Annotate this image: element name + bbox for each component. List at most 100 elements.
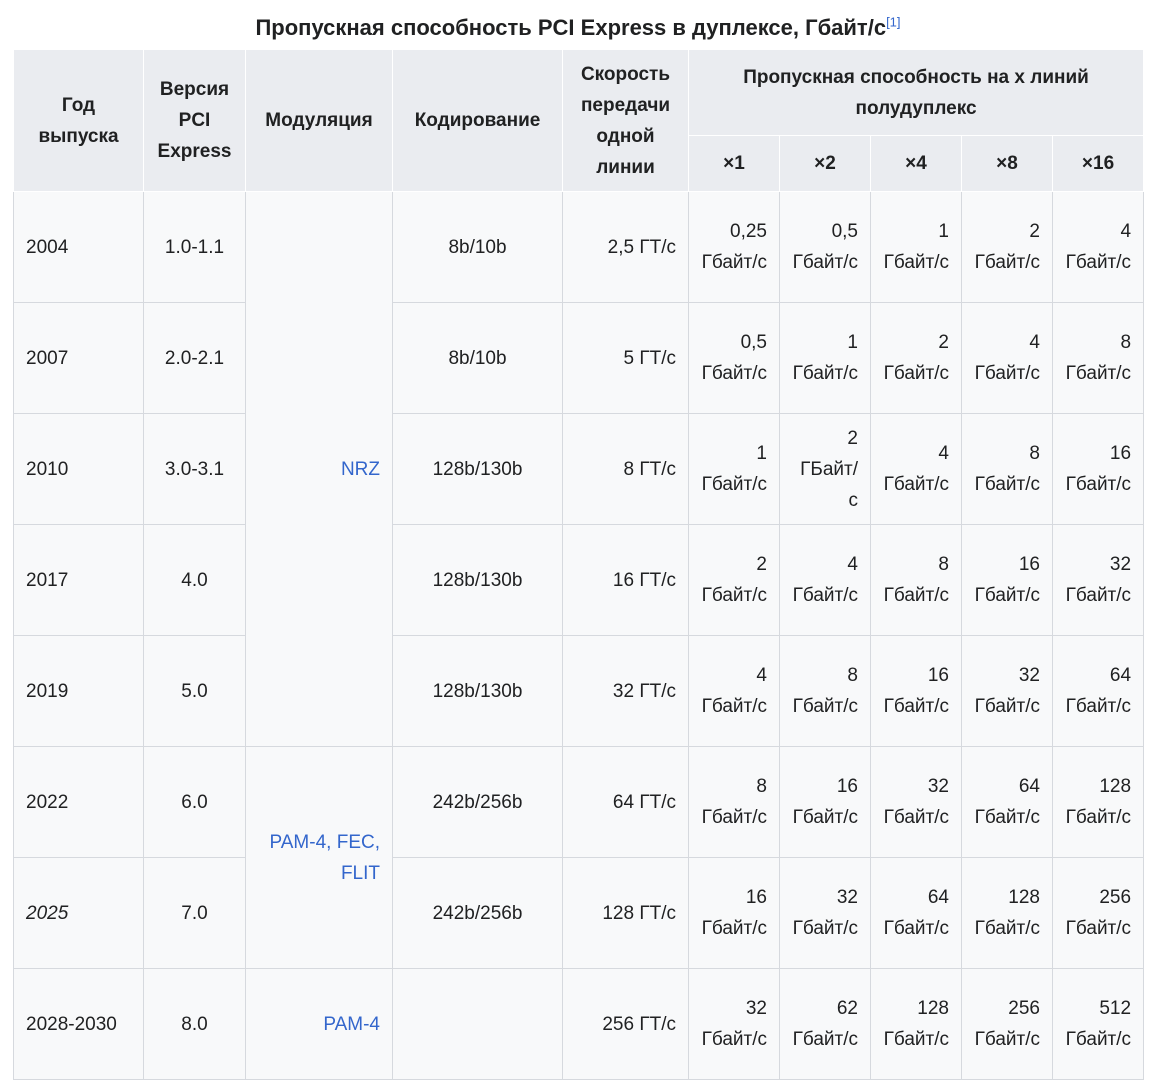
cell-year: 2025 xyxy=(13,857,144,969)
cell-bandwidth-x8: 8 Гбайт/с xyxy=(961,413,1053,525)
cell-bandwidth-x4: 2 Гбайт/с xyxy=(870,302,962,414)
cell-bandwidth-x8: 64 Гбайт/с xyxy=(961,746,1053,858)
cell-bandwidth-x8: 32 Гбайт/с xyxy=(961,635,1053,747)
cell-bandwidth-x2: 0,5 Гбайт/с xyxy=(779,191,871,303)
header-bandwidth-group: Пропускная способность на x линий полуду… xyxy=(687,49,1145,136)
cell-modulation-pam4-fec-flit: PAM-4, FEC, FLIT xyxy=(245,746,393,969)
cell-encoding: 8b/10b xyxy=(392,191,563,303)
pam4-link[interactable]: PAM-4 xyxy=(323,1013,380,1035)
cell-bandwidth-x16: 32 Гбайт/с xyxy=(1051,524,1145,636)
cell-bandwidth-x4: 8 Гбайт/с xyxy=(870,524,962,636)
cell-bandwidth-x1: 16 Гбайт/с xyxy=(688,857,780,969)
cell-bandwidth-x8: 2 Гбайт/с xyxy=(961,191,1053,303)
reference-link[interactable]: [1] xyxy=(886,14,901,30)
cell-encoding: 242b/256b xyxy=(392,746,563,858)
cell-encoding: 128b/130b xyxy=(392,635,563,747)
cell-bandwidth-x1: 2 Гбайт/с xyxy=(688,524,780,636)
cell-lane-speed: 32 ГТ/с xyxy=(562,635,689,747)
cell-lane-speed: 5 ГТ/с xyxy=(562,302,689,414)
table-row: 2025 7.0 242b/256b 128 ГТ/с 16 Гбайт/с 3… xyxy=(13,857,1145,969)
cell-bandwidth-x2: 1 Гбайт/с xyxy=(779,302,871,414)
header-lane-speed: Скорость передачи одной линии xyxy=(562,49,689,192)
cell-bandwidth-x8: 256 Гбайт/с xyxy=(961,968,1053,1080)
cell-bandwidth-x8: 128 Гбайт/с xyxy=(961,857,1053,969)
header-lane-x16: ×16 xyxy=(1051,135,1145,192)
cell-encoding: 128b/130b xyxy=(392,413,563,525)
cell-version: 8.0 xyxy=(143,968,246,1080)
cell-bandwidth-x2: 16 Гбайт/с xyxy=(779,746,871,858)
header-lane-x4: ×4 xyxy=(870,135,962,192)
cell-bandwidth-x16: 16 Гбайт/с xyxy=(1051,413,1145,525)
table-row: 2007 2.0-2.1 8b/10b 5 ГТ/с 0,5 Гбайт/с 1… xyxy=(13,302,1145,414)
cell-bandwidth-x1: 0,5 Гбайт/с xyxy=(688,302,780,414)
cell-bandwidth-x2: 8 Гбайт/с xyxy=(779,635,871,747)
cell-lane-speed: 64 ГТ/с xyxy=(562,746,689,858)
table-row: 2017 4.0 128b/130b 16 ГТ/с 2 Гбайт/с 4 Г… xyxy=(13,524,1145,636)
table-row: 2010 3.0-3.1 128b/130b 8 ГТ/с 1 Гбайт/с … xyxy=(13,413,1145,525)
header-lane-x1: ×1 xyxy=(688,135,780,192)
pam4-fec-flit-link[interactable]: PAM-4, FEC, FLIT xyxy=(269,831,381,884)
cell-bandwidth-x4: 16 Гбайт/с xyxy=(870,635,962,747)
cell-lane-speed: 128 ГТ/с xyxy=(562,857,689,969)
cell-bandwidth-x4: 32 Гбайт/с xyxy=(870,746,962,858)
cell-year: 2022 xyxy=(13,746,144,858)
header-version: Версия PCI Express xyxy=(143,49,246,192)
cell-bandwidth-x16: 4 Гбайт/с xyxy=(1051,191,1145,303)
cell-version: 4.0 xyxy=(143,524,246,636)
cell-lane-speed: 2,5 ГТ/с xyxy=(562,191,689,303)
cell-lane-speed: 16 ГТ/с xyxy=(562,524,689,636)
cell-bandwidth-x16: 8 Гбайт/с xyxy=(1051,302,1145,414)
cell-bandwidth-x4: 64 Гбайт/с xyxy=(870,857,962,969)
cell-modulation-pam4: PAM-4 xyxy=(245,968,393,1080)
cell-version: 1.0-1.1 xyxy=(143,191,246,303)
header-lane-x8: ×8 xyxy=(961,135,1053,192)
table-row: 2022 6.0 PAM-4, FEC, FLIT 242b/256b 64 Г… xyxy=(13,746,1145,969)
header-encoding: Кодирование xyxy=(392,49,563,192)
pcie-bandwidth-table: Год выпуска Версия PCI Express Модуляция… xyxy=(13,49,1145,1080)
cell-year: 2007 xyxy=(13,302,144,414)
cell-bandwidth-x8: 16 Гбайт/с xyxy=(961,524,1053,636)
table-caption-text: Пропускная способность PCI Express в дуп… xyxy=(255,15,887,40)
cell-year: 2028-2030 xyxy=(13,968,144,1080)
cell-bandwidth-x1: 32 Гбайт/с xyxy=(688,968,780,1080)
cell-bandwidth-x2: 32 Гбайт/с xyxy=(779,857,871,969)
header-modulation: Модуляция xyxy=(245,49,393,192)
cell-bandwidth-x2: 62 Гбайт/с xyxy=(779,968,871,1080)
cell-bandwidth-x4: 1 Гбайт/с xyxy=(870,191,962,303)
cell-version: 6.0 xyxy=(143,746,246,858)
cell-bandwidth-x2: 2 ГБайт/с xyxy=(779,413,871,525)
cell-bandwidth-x16: 128 Гбайт/с xyxy=(1051,746,1145,858)
cell-year: 2010 xyxy=(13,413,144,525)
cell-bandwidth-x1: 1 Гбайт/с xyxy=(688,413,780,525)
cell-bandwidth-x4: 128 Гбайт/с xyxy=(870,968,962,1080)
cell-year: 2004 xyxy=(13,191,144,303)
table-row: 2019 5.0 128b/130b 32 ГТ/с 4 Гбайт/с 8 Г… xyxy=(13,635,1145,747)
cell-encoding: 8b/10b xyxy=(392,302,563,414)
cell-modulation-nrz: NRZ xyxy=(245,191,393,747)
cell-version: 3.0-3.1 xyxy=(143,413,246,525)
cell-bandwidth-x1: 8 Гбайт/с xyxy=(688,746,780,858)
cell-bandwidth-x1: 4 Гбайт/с xyxy=(688,635,780,747)
cell-bandwidth-x8: 4 Гбайт/с xyxy=(961,302,1053,414)
header-lane-x2: ×2 xyxy=(779,135,871,192)
cell-bandwidth-x16: 64 Гбайт/с xyxy=(1051,635,1145,747)
cell-bandwidth-x2: 4 Гбайт/с xyxy=(779,524,871,636)
cell-lane-speed: 256 ГТ/с xyxy=(562,968,689,1080)
nrz-link[interactable]: NRZ xyxy=(340,458,380,480)
cell-version: 2.0-2.1 xyxy=(143,302,246,414)
cell-bandwidth-x16: 512 Гбайт/с xyxy=(1051,968,1145,1080)
cell-year: 2017 xyxy=(13,524,144,636)
cell-bandwidth-x16: 256 Гбайт/с xyxy=(1051,857,1145,969)
cell-bandwidth-x4: 4 Гбайт/с xyxy=(870,413,962,525)
header-year: Год выпуска xyxy=(13,49,144,192)
cell-encoding: 128b/130b xyxy=(392,524,563,636)
cell-version: 5.0 xyxy=(143,635,246,747)
table-caption: Пропускная способность PCI Express в дуп… xyxy=(13,14,1143,42)
cell-encoding xyxy=(392,968,563,1080)
cell-encoding: 242b/256b xyxy=(392,857,563,969)
cell-version: 7.0 xyxy=(143,857,246,969)
table-row: 2004 1.0-1.1 NRZ 8b/10b 2,5 ГТ/с 0,25 Гб… xyxy=(13,191,1145,747)
cell-lane-speed: 8 ГТ/с xyxy=(562,413,689,525)
cell-bandwidth-x1: 0,25 Гбайт/с xyxy=(688,191,780,303)
